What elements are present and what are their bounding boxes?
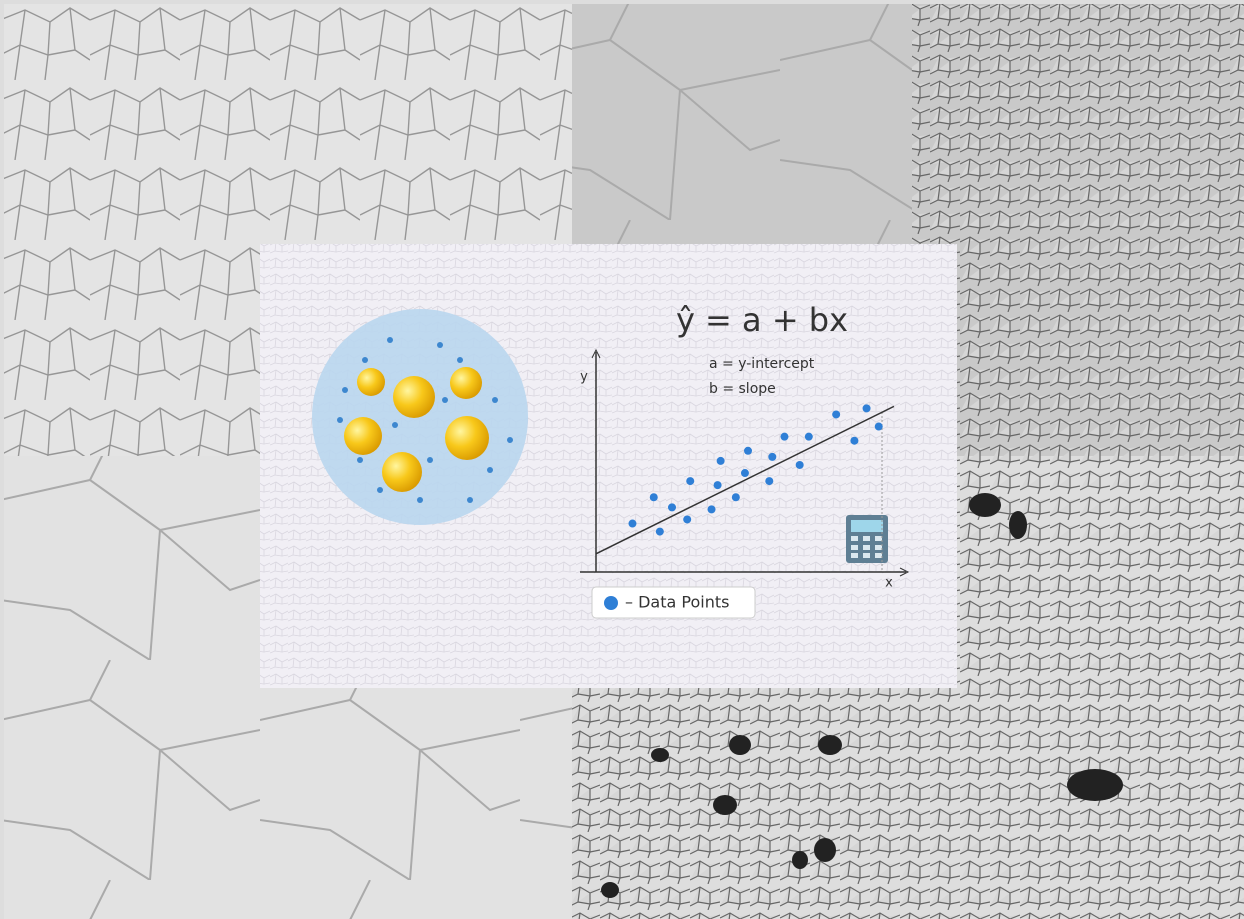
x-axis-label: x bbox=[885, 576, 893, 591]
data-point bbox=[686, 477, 695, 486]
data-point bbox=[795, 460, 804, 469]
data-point bbox=[874, 422, 883, 431]
x-arrow bbox=[899, 567, 910, 577]
y-arrow bbox=[591, 348, 601, 359]
trend-line bbox=[595, 405, 895, 555]
data-point bbox=[765, 477, 774, 486]
legend-marker bbox=[604, 596, 618, 610]
data-point bbox=[862, 404, 871, 413]
data-point bbox=[683, 515, 692, 524]
data-point bbox=[707, 505, 716, 514]
center-panel: ŷ = a + bx a = y-intercept b = slope y x bbox=[260, 244, 957, 688]
data-point bbox=[649, 493, 658, 502]
data-point bbox=[768, 452, 777, 461]
equation: ŷ = a + bx bbox=[676, 301, 848, 339]
data-point bbox=[713, 481, 722, 490]
data-point bbox=[668, 503, 676, 512]
legend-label: – Data Points bbox=[625, 593, 729, 612]
data-point bbox=[716, 456, 725, 465]
data-point bbox=[850, 436, 859, 445]
data-point bbox=[731, 493, 740, 502]
annotation: a = y-intercept bbox=[709, 356, 815, 372]
data-point bbox=[740, 469, 749, 478]
data-point bbox=[780, 432, 789, 441]
legend-box bbox=[591, 586, 756, 619]
data-point bbox=[744, 446, 752, 455]
data-point bbox=[832, 410, 841, 419]
data-point bbox=[628, 519, 637, 528]
y-axis-label: y bbox=[580, 370, 588, 385]
calculator-icon bbox=[846, 515, 888, 563]
data-point bbox=[804, 432, 813, 441]
annotation: b = slope bbox=[709, 381, 776, 397]
data-point bbox=[655, 527, 664, 536]
